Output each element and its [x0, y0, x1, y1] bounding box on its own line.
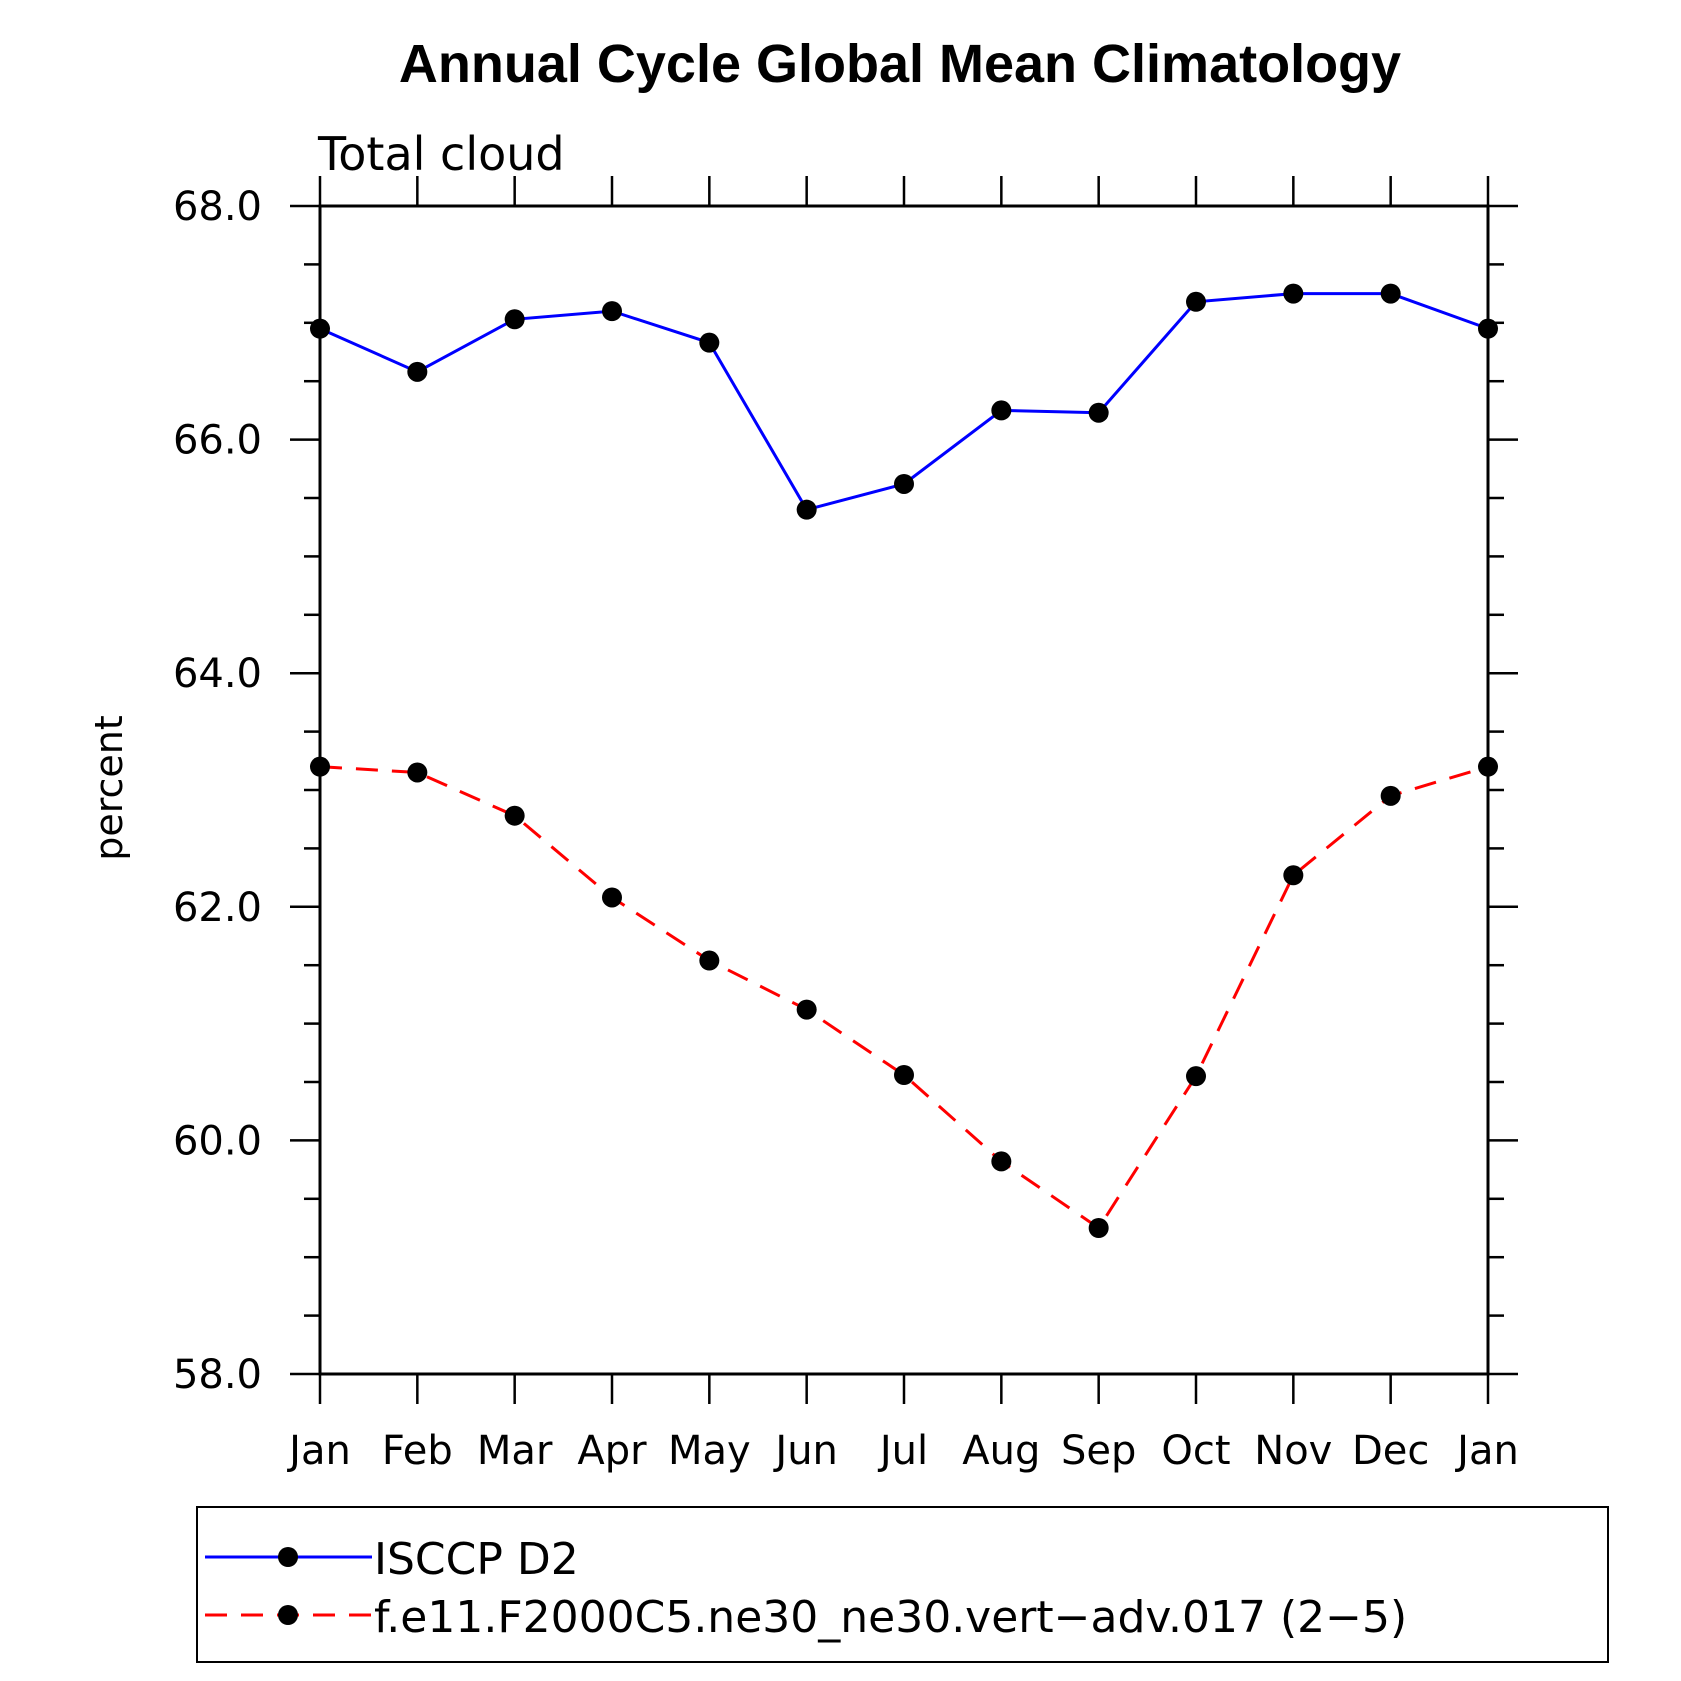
data-point	[699, 950, 720, 971]
data-point	[504, 309, 525, 330]
chart-subtitle: Total cloud	[317, 127, 565, 181]
x-tick-label: Jul	[877, 1428, 928, 1474]
legend: ISCCP D2 f.e11.F2000C5.ne30_ne30.vert−adv…	[196, 1506, 1609, 1663]
y-tick-label: 60.0	[173, 1118, 262, 1164]
data-point	[407, 762, 428, 783]
legend-box	[196, 1506, 1609, 1663]
legend-marker	[278, 1605, 298, 1625]
y-tick-label: 58.0	[173, 1352, 262, 1398]
x-tick-label: Nov	[1254, 1428, 1332, 1474]
data-point	[1088, 402, 1109, 423]
chart-title: Annual Cycle Global Mean Climatology	[399, 34, 1401, 94]
legend-label: f.e11.F2000C5.ne30_ne30.vert−adv.017 (2−…	[374, 1592, 1407, 1643]
data-point	[1186, 291, 1206, 312]
axes	[290, 176, 1518, 1404]
legend-label: ISCCP D2	[374, 1534, 579, 1585]
x-tick-label: Dec	[1352, 1428, 1429, 1474]
data-point	[310, 756, 330, 777]
data-point	[504, 805, 525, 826]
y-tick-label: 66.0	[173, 418, 262, 464]
data-point	[894, 473, 914, 494]
x-tick-label: Apr	[577, 1428, 647, 1474]
x-tick-label: Jun	[772, 1428, 838, 1474]
x-tick-label: Feb	[382, 1428, 453, 1474]
data-point	[310, 318, 330, 339]
x-tick-label: May	[668, 1428, 751, 1474]
data-point	[1088, 1218, 1109, 1238]
series-line-1	[319, 765, 1489, 1231]
y-tick-label: 68.0	[173, 184, 262, 230]
series-group	[310, 283, 1498, 1238]
data-point	[699, 332, 720, 353]
x-tick-label: Jan	[1454, 1428, 1519, 1474]
x-tick-label: Mar	[477, 1428, 553, 1474]
y-axis-label: percent	[87, 715, 131, 861]
x-tick-labels: Jan Feb Mar Apr May Jun Jul Aug Sep Oct Nov Dec Jan	[286, 1428, 1519, 1474]
data-point	[1380, 283, 1401, 304]
data-point	[1283, 283, 1304, 304]
data-point	[796, 999, 817, 1020]
data-point	[1478, 318, 1498, 339]
data-point	[1186, 1066, 1206, 1087]
data-point	[991, 400, 1012, 421]
data-point	[991, 1151, 1012, 1172]
plot-frame	[318, 204, 1490, 1376]
data-point	[1478, 756, 1498, 777]
x-tick-label: Sep	[1061, 1428, 1136, 1474]
data-point	[602, 887, 622, 908]
y-tick-label: 64.0	[173, 651, 262, 697]
x-tick-label: Oct	[1161, 1428, 1230, 1474]
legend-marker	[278, 1547, 298, 1567]
y-tick-label: 62.0	[173, 885, 262, 931]
x-tick-label: Aug	[962, 1428, 1040, 1474]
data-point	[1283, 865, 1304, 886]
data-point	[602, 301, 622, 322]
data-point	[894, 1064, 914, 1085]
data-point	[796, 499, 817, 520]
x-tick-label: Jan	[286, 1428, 351, 1474]
data-point	[407, 361, 428, 382]
y-tick-labels: 58.0 60.0 62.0 64.0 66.0 68.0	[173, 184, 262, 1398]
data-point	[1380, 785, 1401, 806]
